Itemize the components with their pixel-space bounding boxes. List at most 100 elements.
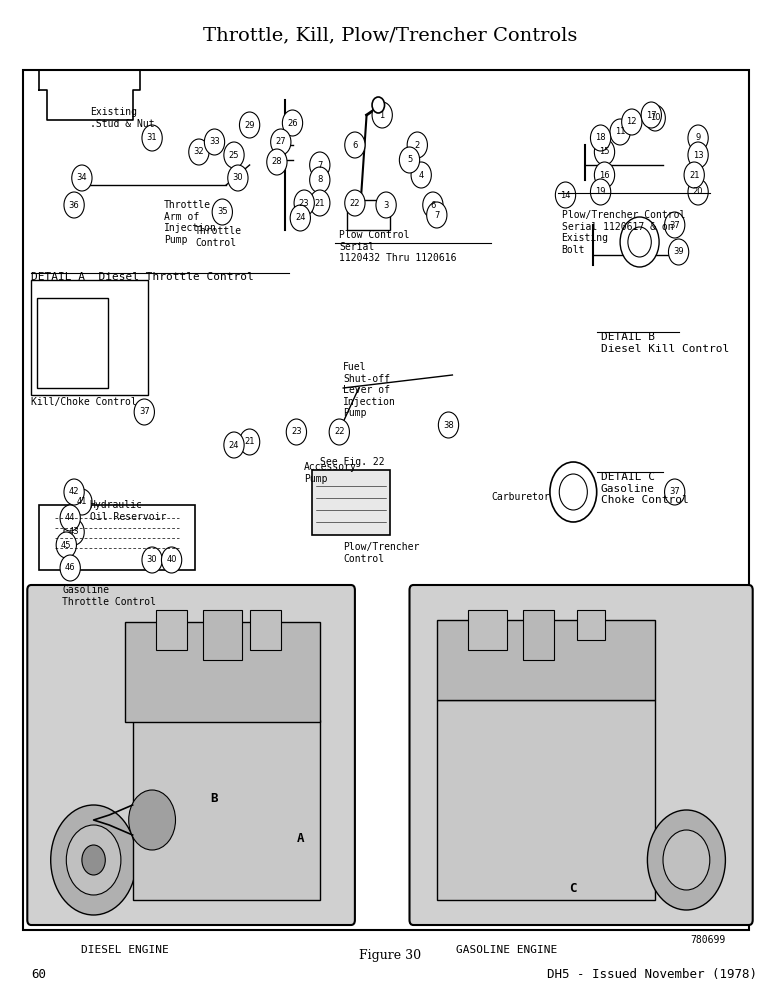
Bar: [23, 70, 749, 930]
Text: 60: 60: [31, 968, 46, 981]
Text: 39: 39: [673, 247, 684, 256]
Circle shape: [411, 162, 431, 188]
Text: 8: 8: [317, 176, 322, 184]
Text: See Fig. 22: See Fig. 22: [320, 457, 385, 467]
Text: 12: 12: [626, 117, 637, 126]
Text: 21: 21: [314, 198, 325, 208]
Text: 23: 23: [291, 428, 302, 436]
Text: 3: 3: [384, 200, 388, 210]
Text: A: A: [296, 832, 304, 845]
Circle shape: [60, 555, 80, 581]
Text: 21: 21: [689, 170, 700, 180]
Circle shape: [282, 110, 303, 136]
Circle shape: [134, 399, 154, 425]
Bar: [39, 505, 195, 570]
Bar: [437, 700, 655, 900]
Text: 24: 24: [229, 440, 239, 450]
Circle shape: [345, 190, 365, 216]
Text: Throttle, Kill, Plow/Trencher Controls: Throttle, Kill, Plow/Trencher Controls: [203, 26, 577, 44]
Text: Hydraulic
Oil Reservoir: Hydraulic Oil Reservoir: [90, 500, 166, 522]
Text: B: B: [211, 792, 218, 805]
Circle shape: [310, 167, 330, 193]
Text: 15: 15: [599, 147, 610, 156]
Circle shape: [590, 179, 611, 205]
Text: 44: 44: [65, 514, 76, 522]
Text: Plow Control
Serial
1120432 Thru 1120616: Plow Control Serial 1120432 Thru 1120616: [339, 230, 457, 263]
Circle shape: [555, 182, 576, 208]
Text: Figure 30: Figure 30: [359, 948, 421, 962]
Circle shape: [204, 129, 225, 155]
Text: 10: 10: [650, 113, 661, 122]
Text: 7: 7: [434, 211, 439, 220]
Text: 22: 22: [349, 198, 360, 208]
Circle shape: [372, 97, 385, 113]
Text: Accessory
Pump: Accessory Pump: [304, 462, 357, 484]
Circle shape: [688, 142, 708, 168]
Text: 11: 11: [615, 127, 626, 136]
Text: 6: 6: [431, 200, 435, 210]
Text: Existing
.Stud & Nut: Existing .Stud & Nut: [90, 107, 154, 129]
FancyBboxPatch shape: [410, 585, 753, 925]
Circle shape: [290, 205, 310, 231]
Circle shape: [72, 165, 92, 191]
Text: 1: 1: [380, 110, 385, 119]
Text: 23: 23: [299, 198, 310, 208]
Bar: [125, 622, 320, 722]
Text: 46: 46: [65, 564, 76, 572]
Circle shape: [64, 479, 84, 505]
Circle shape: [224, 142, 244, 168]
Text: 30: 30: [232, 174, 243, 182]
Text: 780699: 780699: [690, 935, 725, 945]
Circle shape: [663, 830, 710, 890]
Circle shape: [286, 419, 307, 445]
Bar: [312, 470, 390, 535]
Circle shape: [688, 179, 708, 205]
Circle shape: [129, 790, 176, 850]
Bar: [468, 610, 507, 650]
Circle shape: [189, 139, 209, 165]
Circle shape: [647, 810, 725, 910]
Circle shape: [550, 462, 597, 522]
Bar: [156, 610, 187, 650]
Text: DETAIL B
Diesel Kill Control: DETAIL B Diesel Kill Control: [601, 332, 729, 354]
Text: Throttle
Control: Throttle Control: [195, 226, 242, 248]
Circle shape: [610, 119, 630, 145]
Text: 27: 27: [275, 137, 286, 146]
Circle shape: [72, 489, 92, 515]
Text: 42: 42: [69, 488, 80, 496]
Bar: [31, 280, 148, 395]
Circle shape: [427, 202, 447, 228]
Text: 37: 37: [139, 408, 150, 416]
Text: 32: 32: [193, 147, 204, 156]
FancyBboxPatch shape: [27, 585, 355, 925]
Circle shape: [310, 152, 330, 178]
Text: 26: 26: [287, 118, 298, 127]
Circle shape: [228, 165, 248, 191]
Circle shape: [665, 479, 685, 505]
Circle shape: [66, 825, 121, 895]
Bar: [37, 298, 108, 388]
Circle shape: [64, 519, 84, 545]
Circle shape: [345, 132, 365, 158]
Circle shape: [620, 217, 659, 267]
Text: 20: 20: [693, 188, 704, 196]
Bar: [523, 610, 554, 660]
Text: 35: 35: [217, 208, 228, 217]
Text: 2: 2: [415, 140, 420, 149]
Circle shape: [645, 105, 665, 131]
Circle shape: [142, 547, 162, 573]
Circle shape: [372, 102, 392, 128]
Text: DIESEL ENGINE: DIESEL ENGINE: [81, 945, 168, 955]
Circle shape: [161, 547, 182, 573]
Circle shape: [56, 532, 76, 558]
Circle shape: [594, 139, 615, 165]
Circle shape: [622, 109, 642, 135]
Text: 37: 37: [669, 488, 680, 496]
Circle shape: [665, 212, 685, 238]
Text: 24: 24: [295, 214, 306, 223]
Circle shape: [239, 112, 260, 138]
Circle shape: [82, 845, 105, 875]
Circle shape: [590, 125, 611, 151]
Bar: [437, 620, 655, 700]
Text: 17: 17: [646, 110, 657, 119]
